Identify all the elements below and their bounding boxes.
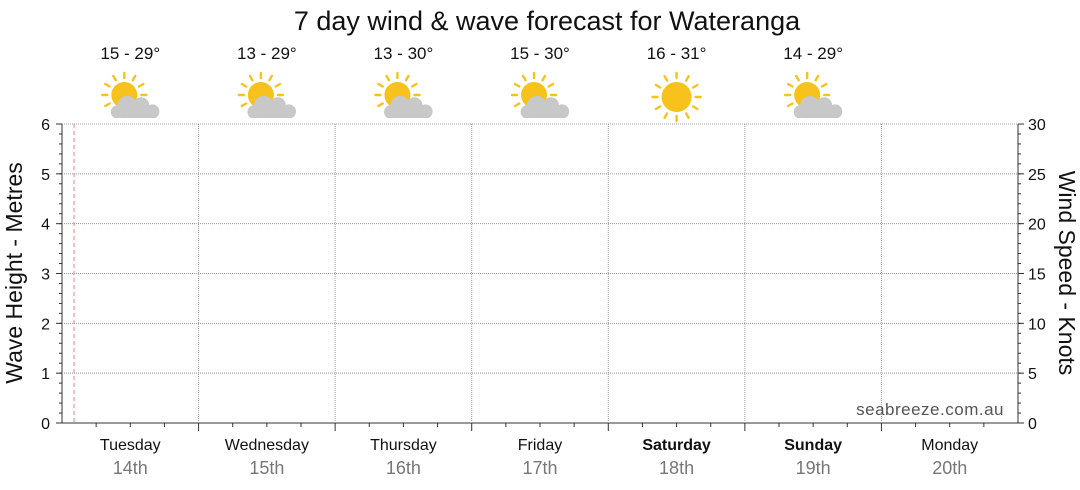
sun-ray: [377, 82, 384, 88]
right-tick-label: 25: [1028, 167, 1046, 184]
sun-ray: [654, 83, 662, 89]
sun-ray: [248, 74, 254, 82]
sun-cloud-icon: [783, 71, 843, 119]
sun-ray: [547, 82, 555, 88]
weather-row: 15 - 29° 13 - 29° 13 - 30° 15 - 30° 16 - 31°…: [100, 44, 843, 123]
cloud-shape: [110, 95, 160, 118]
sun-ray: [513, 102, 521, 108]
left-tick-label: 2: [41, 316, 50, 333]
sun-ray: [663, 75, 669, 82]
day-label: Sunday: [784, 437, 842, 454]
sun-disc: [661, 82, 692, 112]
sun-ray: [112, 74, 117, 82]
date-label: 17th: [522, 458, 557, 478]
sun-ray: [794, 74, 800, 82]
left-tick-label: 3: [41, 267, 50, 284]
day-labels: Tuesday 14th Wednesday 15th Thursday 16th Frid…: [100, 437, 978, 478]
sun-ray: [814, 74, 820, 82]
sun-cloud-icon: [101, 71, 160, 119]
date-label: 15th: [249, 458, 284, 478]
sun-ray: [654, 105, 662, 111]
right-tick-label: 20: [1028, 217, 1046, 234]
left-axis: 0 1 2 3 4 5 6: [41, 117, 62, 433]
day-label: Saturday: [642, 437, 711, 454]
temperature-range: 13 - 30°: [374, 44, 434, 63]
cloud-shape: [793, 95, 843, 118]
sun-ray: [104, 102, 111, 108]
date-label: 18th: [659, 458, 694, 478]
sun-ray: [240, 102, 248, 108]
cloud-shape: [383, 95, 433, 118]
chart-title: 7 day wind & wave forecast for Wateranga: [294, 6, 801, 36]
temperature-range: 15 - 29°: [100, 44, 160, 63]
sun-ray: [691, 83, 699, 89]
left-tick-label: 6: [41, 117, 50, 134]
sun-ray: [240, 82, 248, 88]
day-label: Thursday: [370, 437, 437, 454]
right-axis-title: Wind Speed - Knots: [1054, 171, 1080, 376]
sun-cloud-icon: [374, 71, 433, 119]
sun-ray: [786, 102, 794, 108]
sun-cloud-icon: [237, 71, 297, 119]
date-label: 20th: [932, 458, 967, 478]
sun-cloud-icon: [510, 71, 570, 119]
right-tick-label: 5: [1028, 366, 1037, 383]
sun-ray: [137, 82, 145, 88]
right-tick-label: 30: [1028, 117, 1046, 134]
sun-ray: [268, 74, 274, 82]
day-label: Wednesday: [225, 437, 309, 454]
sun-ray: [663, 112, 669, 119]
sun-ray: [385, 74, 391, 82]
left-tick-label: 0: [41, 416, 50, 433]
right-tick-label: 0: [1028, 416, 1037, 433]
left-tick-label: 4: [41, 217, 50, 234]
temperature-range: 14 - 29°: [783, 44, 843, 63]
sun-ray: [820, 82, 828, 88]
sun-ray: [513, 82, 521, 88]
date-label: 16th: [386, 458, 421, 478]
left-axis-title: Wave Height - Metres: [1, 162, 27, 384]
sun-ray: [377, 102, 384, 108]
sun-ray: [131, 74, 137, 82]
temperature-range: 16 - 31°: [647, 44, 707, 63]
sun-ray: [274, 82, 282, 88]
day-label: Friday: [518, 437, 562, 454]
cloud-shape: [247, 95, 297, 118]
date-label: 19th: [796, 458, 831, 478]
right-axis: 0 5 10 15 20 25 30: [1018, 117, 1046, 433]
sun-icon: [651, 71, 702, 123]
day-label: Tuesday: [100, 437, 161, 454]
right-tick-label: 15: [1028, 267, 1046, 284]
cloud-shape: [520, 95, 570, 118]
sun-ray: [404, 74, 410, 82]
sun-ray: [684, 75, 690, 82]
temperature-range: 15 - 30°: [510, 44, 570, 63]
left-tick-label: 1: [41, 366, 50, 383]
watermark: seabreeze.com.au: [856, 400, 1004, 419]
right-tick-label: 10: [1028, 316, 1046, 333]
sun-ray: [541, 74, 547, 82]
grid-lines: [62, 123, 1018, 431]
sun-ray: [786, 82, 794, 88]
sun-ray: [684, 112, 690, 119]
date-label: 14th: [113, 458, 148, 478]
temperature-range: 13 - 29°: [237, 44, 297, 63]
sun-ray: [410, 82, 418, 88]
sun-ray: [521, 74, 527, 82]
sun-ray: [691, 105, 699, 111]
day-label: Monday: [921, 437, 978, 454]
left-tick-label: 5: [41, 167, 50, 184]
sun-ray: [104, 82, 111, 88]
